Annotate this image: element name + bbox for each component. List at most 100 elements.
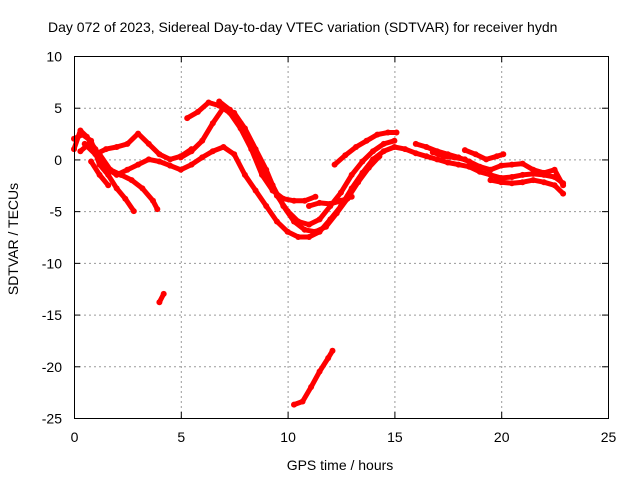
data-point: [365, 164, 372, 171]
series-track-13: [429, 149, 468, 163]
data-point: [199, 154, 206, 161]
data-point: [295, 234, 302, 240]
x-tick-label: 0: [71, 429, 79, 445]
data-point: [476, 168, 483, 175]
series-track-9: [306, 193, 355, 209]
data-point: [374, 131, 381, 138]
data-point: [96, 171, 103, 178]
data-point: [150, 197, 156, 204]
data-point: [323, 223, 329, 230]
data-point: [329, 347, 336, 354]
data-point: [301, 197, 308, 204]
y-tick-label: -25: [42, 411, 62, 427]
data-point: [103, 146, 109, 153]
data-point: [423, 153, 430, 160]
data-point: [363, 137, 370, 144]
data-point: [107, 166, 114, 173]
data-point: [434, 156, 441, 163]
data-point: [184, 115, 191, 122]
data-point: [331, 161, 338, 168]
series-line: [216, 99, 382, 235]
data-point: [167, 156, 174, 163]
data-point: [145, 156, 152, 163]
data-point: [113, 185, 120, 192]
data-point: [306, 203, 312, 209]
data-point: [252, 187, 259, 194]
data-point: [412, 140, 419, 147]
data-point: [237, 120, 244, 127]
data-point: [359, 158, 366, 165]
data-point: [205, 99, 212, 106]
data-point: [338, 197, 344, 204]
data-point: [483, 156, 490, 163]
series-track-16: [291, 347, 336, 408]
data-point: [299, 398, 306, 405]
data-point: [167, 162, 174, 169]
data-point: [498, 162, 505, 169]
data-point: [530, 166, 537, 173]
data-point: [156, 158, 163, 165]
data-point: [466, 163, 473, 170]
data-point: [508, 174, 515, 180]
data-point: [560, 182, 567, 189]
data-point: [177, 166, 184, 173]
data-point: [333, 210, 340, 217]
series-track-10: [331, 129, 400, 168]
series-track-15: [156, 290, 167, 306]
data-point: [105, 182, 112, 189]
x-tick-label: 15: [387, 429, 403, 445]
data-point: [487, 166, 494, 173]
data-point: [440, 153, 447, 160]
data-point: [316, 199, 323, 206]
x-tick-label: 20: [494, 429, 510, 445]
data-point: [348, 171, 355, 178]
x-tick-label: 25: [601, 429, 617, 445]
data-point: [519, 171, 526, 178]
data-point: [551, 182, 558, 189]
data-point: [231, 151, 238, 158]
data-point: [160, 290, 167, 297]
y-tick-label: -20: [42, 359, 62, 375]
data-point: [500, 151, 507, 158]
data-point: [209, 148, 216, 155]
x-axis-label: GPS time / hours: [287, 457, 394, 473]
y-tick-label: -10: [42, 255, 62, 271]
data-point: [105, 171, 112, 178]
data-point: [301, 226, 308, 233]
data-point: [139, 185, 146, 192]
data-point: [487, 177, 494, 184]
data-point: [81, 140, 88, 147]
data-point: [316, 368, 323, 375]
data-point: [308, 384, 315, 390]
data-point: [429, 149, 436, 156]
data-point: [194, 108, 201, 115]
data-point: [487, 171, 494, 178]
x-tick-label: 10: [280, 429, 296, 445]
data-point: [348, 193, 355, 200]
data-point: [493, 153, 500, 160]
data-point: [77, 148, 84, 155]
data-point: [118, 171, 124, 178]
data-point: [199, 137, 206, 144]
data-point: [263, 203, 270, 209]
series-track-14: [487, 177, 567, 197]
data-point: [338, 189, 344, 196]
data-point: [113, 144, 120, 150]
data-point: [498, 179, 505, 186]
data-point: [209, 120, 216, 127]
data-point: [241, 171, 248, 178]
data-point: [444, 159, 451, 166]
data-point: [402, 146, 409, 153]
data-point: [284, 228, 291, 235]
series-track-3: [77, 140, 161, 213]
data-point: [291, 401, 297, 408]
data-point: [370, 148, 376, 155]
data-point: [280, 203, 287, 209]
series-track-1: [71, 127, 567, 240]
data-point: [156, 151, 163, 158]
data-point: [291, 197, 297, 204]
data-point: [88, 158, 95, 165]
data-point: [455, 161, 462, 168]
data-point: [259, 171, 265, 178]
data-point: [451, 154, 458, 161]
